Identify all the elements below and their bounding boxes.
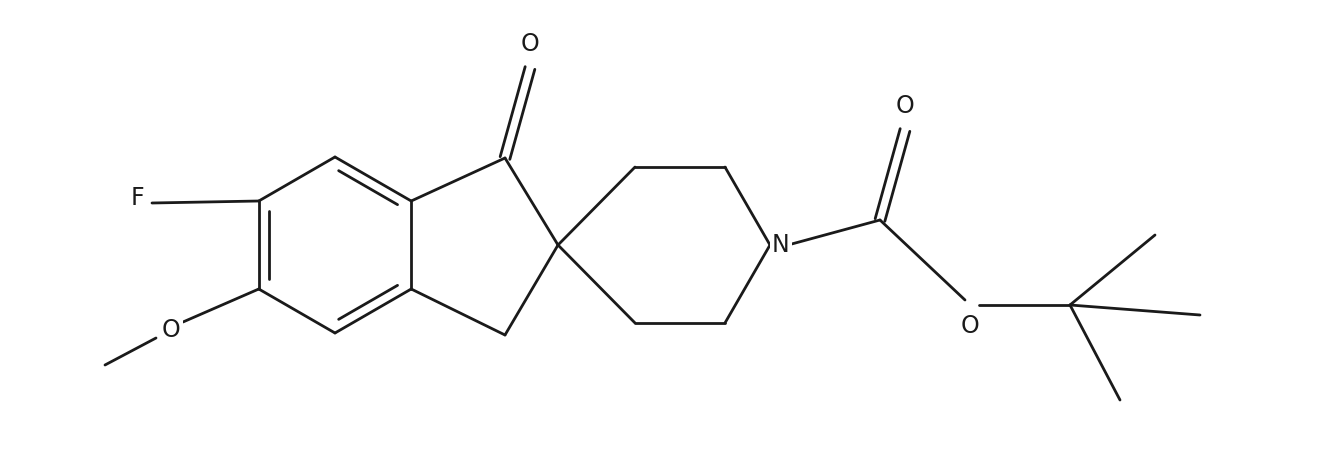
Text: O: O — [960, 314, 979, 338]
Text: F: F — [130, 186, 144, 210]
Text: O: O — [895, 94, 915, 118]
Text: O: O — [162, 318, 181, 342]
Text: O: O — [520, 32, 540, 56]
Text: N: N — [771, 233, 790, 257]
